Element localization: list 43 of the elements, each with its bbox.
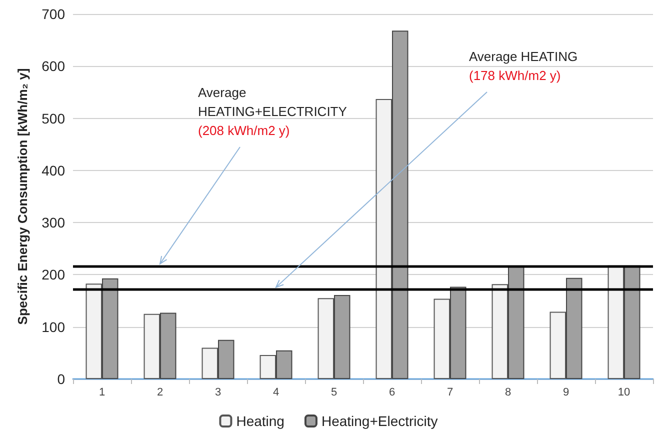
x-tick-label: 3 — [214, 386, 222, 398]
x-tick-label: 9 — [562, 386, 570, 398]
x-tick-label: 6 — [388, 386, 396, 398]
bar — [260, 355, 276, 379]
bar — [318, 298, 334, 379]
x-tick-label: 7 — [446, 386, 454, 398]
y-tick-label: 100 — [42, 318, 66, 335]
bar — [450, 286, 466, 379]
legend-label: Heating — [236, 413, 284, 429]
bar — [608, 265, 624, 379]
ref-line-label: Average HEATING (178 kWh/m2 y) — [469, 49, 578, 83]
y-tick-label: 300 — [42, 214, 66, 231]
bar — [102, 278, 118, 379]
bar — [492, 284, 508, 379]
x-tick-label: 4 — [272, 386, 280, 398]
bar — [508, 266, 524, 379]
x-tick-label: 10 — [618, 386, 630, 398]
x-tick-label: 2 — [156, 386, 164, 398]
bar — [218, 340, 234, 379]
bar — [392, 30, 408, 379]
bar — [550, 312, 566, 379]
bar — [566, 278, 582, 379]
bar — [202, 348, 218, 379]
bar — [334, 295, 350, 379]
bar — [144, 314, 160, 379]
x-tick-label: 5 — [330, 386, 338, 398]
bar — [376, 98, 392, 379]
bar — [276, 350, 292, 379]
x-tick-label: 1 — [98, 386, 106, 398]
y-tick-label: 0 — [57, 371, 66, 387]
y-tick-label: 200 — [42, 266, 66, 283]
bar — [160, 312, 176, 379]
ref-line-label: Average HEATING+ELECTRICITY (208 kWh/m2 y) — [198, 85, 348, 138]
bar — [434, 298, 450, 379]
y-tick-label: 500 — [42, 110, 66, 126]
y-tick-label: 700 — [42, 6, 66, 22]
y-tick-label: 400 — [42, 162, 66, 178]
y-tick-label: 600 — [42, 58, 66, 74]
bar — [624, 265, 640, 379]
x-tick-label: 8 — [504, 386, 512, 398]
legend-label: Heating+Electricity — [321, 413, 438, 429]
y-axis-title: Specific Energy Consumption [kWh/m₂ y] — [15, 68, 30, 325]
bar — [86, 284, 102, 379]
